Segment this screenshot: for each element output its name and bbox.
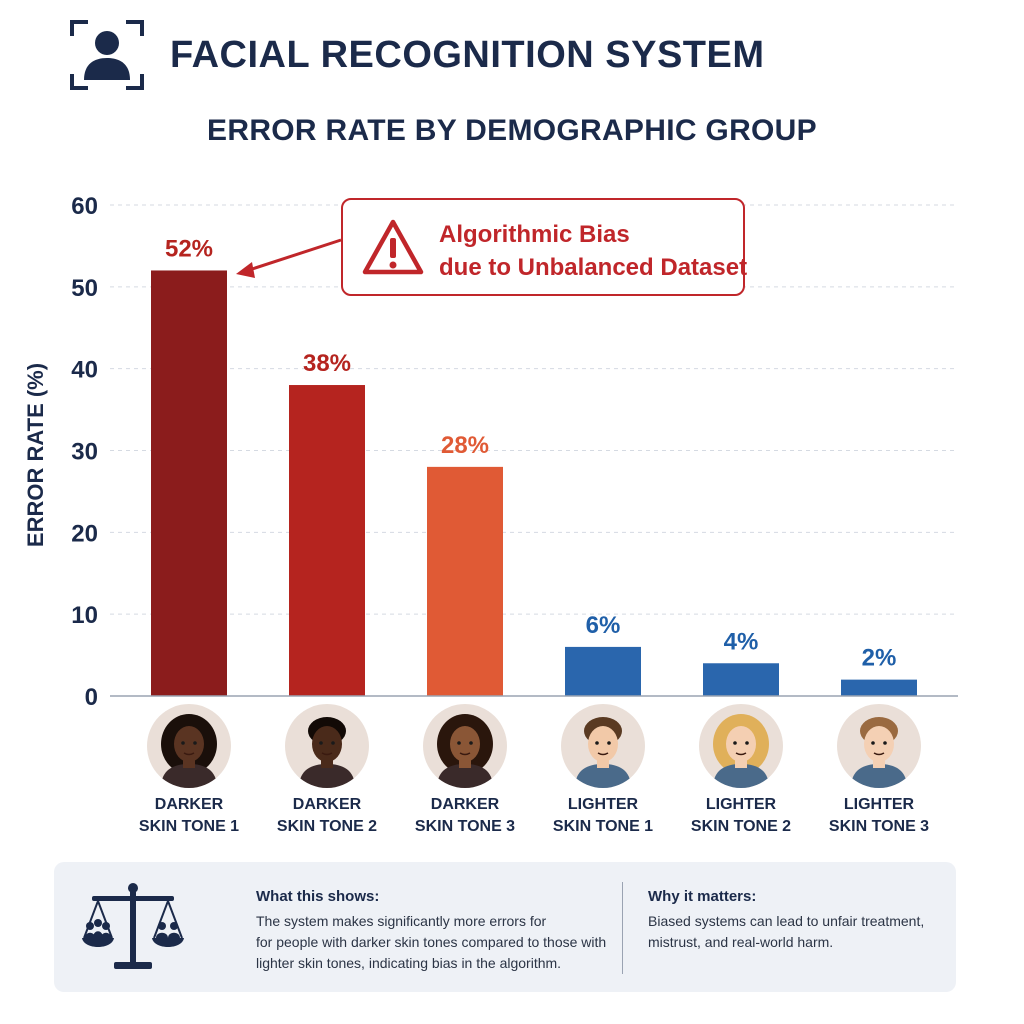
chart-title: ERROR RATE BY DEMOGRAPHIC GROUP <box>207 114 817 147</box>
lighter-skin-man-avatar-icon <box>837 704 921 788</box>
x-category-label: DARKER SKIN TONE 1 <box>104 794 274 838</box>
lighter-skin-man-avatar-icon <box>561 704 645 788</box>
darker-skin-woman-avatar-icon <box>147 704 231 788</box>
bar-value-label: 38% <box>303 350 351 377</box>
what-line: The system makes significantly more erro… <box>256 913 547 929</box>
x-category-label-line: LIGHTER <box>843 796 915 813</box>
x-category-label-line: SKIN TONE 2 <box>276 818 378 835</box>
bar <box>841 679 917 696</box>
bar-value-label: 4% <box>724 628 759 655</box>
x-category-label-line: DARKER <box>292 796 362 813</box>
x-category-label-line: SKIN TONE 2 <box>690 818 792 835</box>
darker-skin-man-avatar-icon <box>285 704 369 788</box>
bar <box>703 663 779 696</box>
y-tick-label: 30 <box>71 439 98 466</box>
callout-line-1: Algorithmic Bias <box>439 221 630 248</box>
darker-skin-woman-avatar-icon <box>423 704 507 788</box>
bar-value-label: 2% <box>862 645 897 672</box>
lighter-skin-woman-avatar-icon <box>699 704 783 788</box>
y-tick-label: 40 <box>71 357 98 384</box>
callout-line-2: due to Unbalanced Dataset <box>439 254 748 281</box>
what-line: for people with darker skin tones compar… <box>256 934 607 950</box>
x-category-label: LIGHTER SKIN TONE 1 <box>518 794 688 838</box>
x-category-label: DARKER SKIN TONE 3 <box>380 794 550 838</box>
header: FACIAL RECOGNITION SYSTEM <box>70 20 970 92</box>
what-this-shows-title: What this shows: <box>256 888 380 905</box>
x-category-label-line: DARKER <box>430 796 500 813</box>
bar-value-label: 28% <box>441 432 489 459</box>
what-line: lighter skin tones, indicating bias in t… <box>256 955 562 971</box>
why-it-matters: Why it matters: Biased systems can lead … <box>648 888 948 953</box>
page-title: FACIAL RECOGNITION SYSTEM <box>170 34 765 76</box>
bar <box>151 270 227 696</box>
why-line: mistrust, and real-world harm. <box>648 934 834 950</box>
what-this-shows: What this shows: The system makes signif… <box>256 888 616 974</box>
x-category-label: LIGHTER SKIN TONE 3 <box>794 794 964 838</box>
x-category-label-line: SKIN TONE 3 <box>828 818 930 835</box>
bar <box>427 466 503 696</box>
bar-value-label: 52% <box>165 235 213 262</box>
why-line: Biased systems can lead to unfair treatm… <box>648 913 925 929</box>
y-tick-label: 10 <box>71 602 98 629</box>
bar <box>289 385 365 696</box>
x-category-label-line: DARKER <box>154 796 224 813</box>
x-category-label-line: LIGHTER <box>567 796 639 813</box>
warning-icon <box>362 219 424 275</box>
x-category-label-line: LIGHTER <box>705 796 777 813</box>
x-category-label-line: SKIN TONE 1 <box>552 818 654 835</box>
why-it-matters-title: Why it matters: <box>648 888 757 905</box>
y-axis-label: ERROR RATE (%) <box>23 363 48 547</box>
y-tick-label: 20 <box>71 520 98 547</box>
info-panel: What this shows: The system makes signif… <box>54 862 956 992</box>
callout-arrow <box>236 238 342 278</box>
y-tick-label: 0 <box>85 684 98 711</box>
y-tick-label: 50 <box>71 275 98 302</box>
x-category-label-line: SKIN TONE 3 <box>414 818 516 835</box>
x-category-label-line: SKIN TONE 1 <box>138 818 240 835</box>
x-category-label: LIGHTER SKIN TONE 2 <box>656 794 826 838</box>
face-scan-icon <box>70 20 144 90</box>
x-category-label: DARKER SKIN TONE 2 <box>242 794 412 838</box>
divider <box>622 882 623 974</box>
y-tick-label: 60 <box>71 193 98 220</box>
bias-callout: Algorithmic Bias due to Unbalanced Datas… <box>341 198 748 296</box>
balance-scale-icon <box>82 883 184 969</box>
bar <box>565 646 641 696</box>
bar-value-label: 6% <box>586 612 621 639</box>
